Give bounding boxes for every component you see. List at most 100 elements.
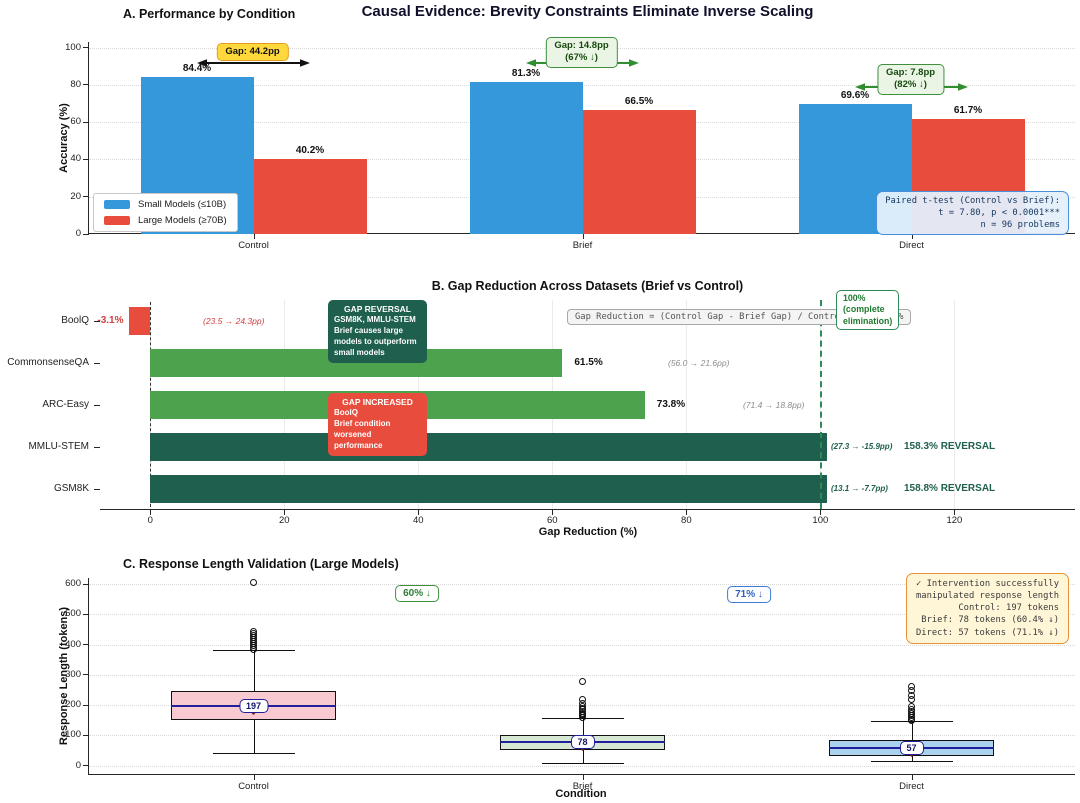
panel-b-complete-elimination-label: 100% (complete elimination) [836,290,900,330]
bar-gsm8k [150,475,828,503]
gap-reversal-callout-title: GAP REVERSAL [344,304,411,314]
category-tick-mark [94,362,100,364]
y-tick-mark [83,196,89,198]
y-tick-label: 40 [70,153,81,165]
y-tick-label: 20 [70,190,81,202]
bar-value-label: 73.8% [656,399,686,410]
y-tick-label: 60 [70,116,81,128]
x-tick-label: 120 [946,515,963,526]
gridline [89,765,1075,767]
bar-large-brief [582,110,696,234]
y-tick-mark [83,233,89,235]
bar-value-label: 61.5% [574,357,603,368]
gap-annotation-control: Gap: 44.2pp [216,43,289,62]
x-tick-mark [552,510,554,515]
x-tick-label: Control [238,240,269,251]
median-value-label: 57 [899,741,924,756]
gridline [89,674,1075,676]
y-tick-label: 0 [75,759,81,771]
direct-length-reduction-badge: 71% ↓ [727,586,771,603]
range-change-note: (27.3 → -15.9pp) [831,442,893,451]
range-change-note: (13.1 → -7.7pp) [831,484,888,493]
gap-increased-callout-title: GAP INCREASED [342,397,413,407]
y-tick-mark [83,158,89,160]
reversal-label: 158.8% REVERSAL [904,483,996,494]
lower-whisker-cap [212,752,295,754]
panel-c-x-axis-label: Condition [555,788,607,800]
bar-value-label: -3.1% [97,315,124,326]
y-tick-label: 400 [65,638,81,650]
bar-value-label: 40.2% [295,145,325,157]
reversal-label: 158.3% REVERSAL [904,441,996,452]
category-label: CommonsenseQA [7,357,89,368]
x-tick-mark [284,510,286,515]
panel-c-title: C. Response Length Validation (Large Mod… [123,557,399,571]
category-label: MMLU-STEM [28,441,89,452]
y-tick-mark [83,84,89,86]
category-tick-mark [94,488,100,490]
y-tick-label: 100 [65,729,81,741]
gap-reversal-callout-body: GSM8K, MMLU-STEM Brief causes large mode… [334,315,417,357]
panel-a-ttest-box: Paired t-test (Control vs Brief): t = 7.… [876,191,1069,236]
y-tick-mark [83,583,89,585]
y-tick-mark [83,704,89,706]
x-tick-label: Brief [572,240,593,251]
bar-mmlu-stem [150,433,828,461]
upper-whisker [911,721,913,740]
gap-arrow [197,56,310,68]
complete-elimination-line [820,300,823,509]
outlier-point [250,627,257,635]
x-tick-mark [253,234,255,239]
gridline [89,644,1075,646]
x-tick-label: Direct [899,781,924,792]
outlier-point [250,579,257,587]
x-tick-mark [686,510,688,515]
gap-increased-callout-body: BoolQ Brief condition worsened performan… [334,408,391,450]
y-tick-label: 600 [65,578,81,590]
y-tick-label: 200 [65,699,81,711]
legend-label: Small Models (≤10B) [138,199,227,210]
y-tick-mark [83,674,89,676]
x-tick-label: Direct [899,240,924,251]
x-tick-label: 80 [681,515,692,526]
y-tick-label: 100 [65,41,81,53]
x-tick-label: 0 [147,515,153,526]
x-tick-mark [820,510,822,515]
x-tick-mark [911,234,913,239]
gap-arrow-svg [197,59,310,67]
x-tick-mark [954,510,956,515]
x-tick-mark [253,775,255,780]
gridline [89,584,1075,586]
gap-annotation-brief: Gap: 14.8pp (67% ↓) [545,37,618,68]
y-tick-mark [83,613,89,615]
gap-increased-callout: GAP INCREASED BoolQ Brief condition wors… [328,393,427,456]
bar-small-brief [469,82,583,234]
bar-value-label: 66.5% [624,96,654,108]
upper-whisker [582,718,584,736]
outlier-point [579,696,586,704]
median-value-label: 78 [570,735,595,749]
legend-swatch [104,216,130,225]
panel-b-x-axis-label: Gap Reduction (%) [538,526,638,538]
y-tick-mark [83,644,89,646]
panel-c-plot-area: 0 100 200 300 400 500 600 197 Control 78 Brief 57 Di… [65,578,1075,792]
lower-whisker [253,719,255,753]
gridline [686,300,688,509]
legend-swatch [104,200,130,209]
category-label: ARC-Easy [42,399,89,410]
x-tick-mark [150,510,152,515]
gap-reversal-callout: GAP REVERSAL GSM8K, MMLU-STEM Brief caus… [328,300,427,363]
category-label: GSM8K [53,483,89,494]
x-tick-label: 20 [278,515,290,526]
panel-c-intervention-box: ✓ Intervention successfully manipulated … [906,573,1069,644]
legend-item: Small Models (≤10B) [104,199,227,210]
y-tick-label: 80 [70,78,81,90]
category-tick-mark [94,320,100,322]
upper-whisker [253,649,255,692]
figure-title: Causal Evidence: Brevity Constraints Eli… [361,3,814,20]
panel-b-title: B. Gap Reduction Across Datasets (Brief … [431,279,744,293]
y-tick-mark [83,121,89,123]
x-tick-label: 40 [413,515,424,526]
gridline [89,614,1075,616]
